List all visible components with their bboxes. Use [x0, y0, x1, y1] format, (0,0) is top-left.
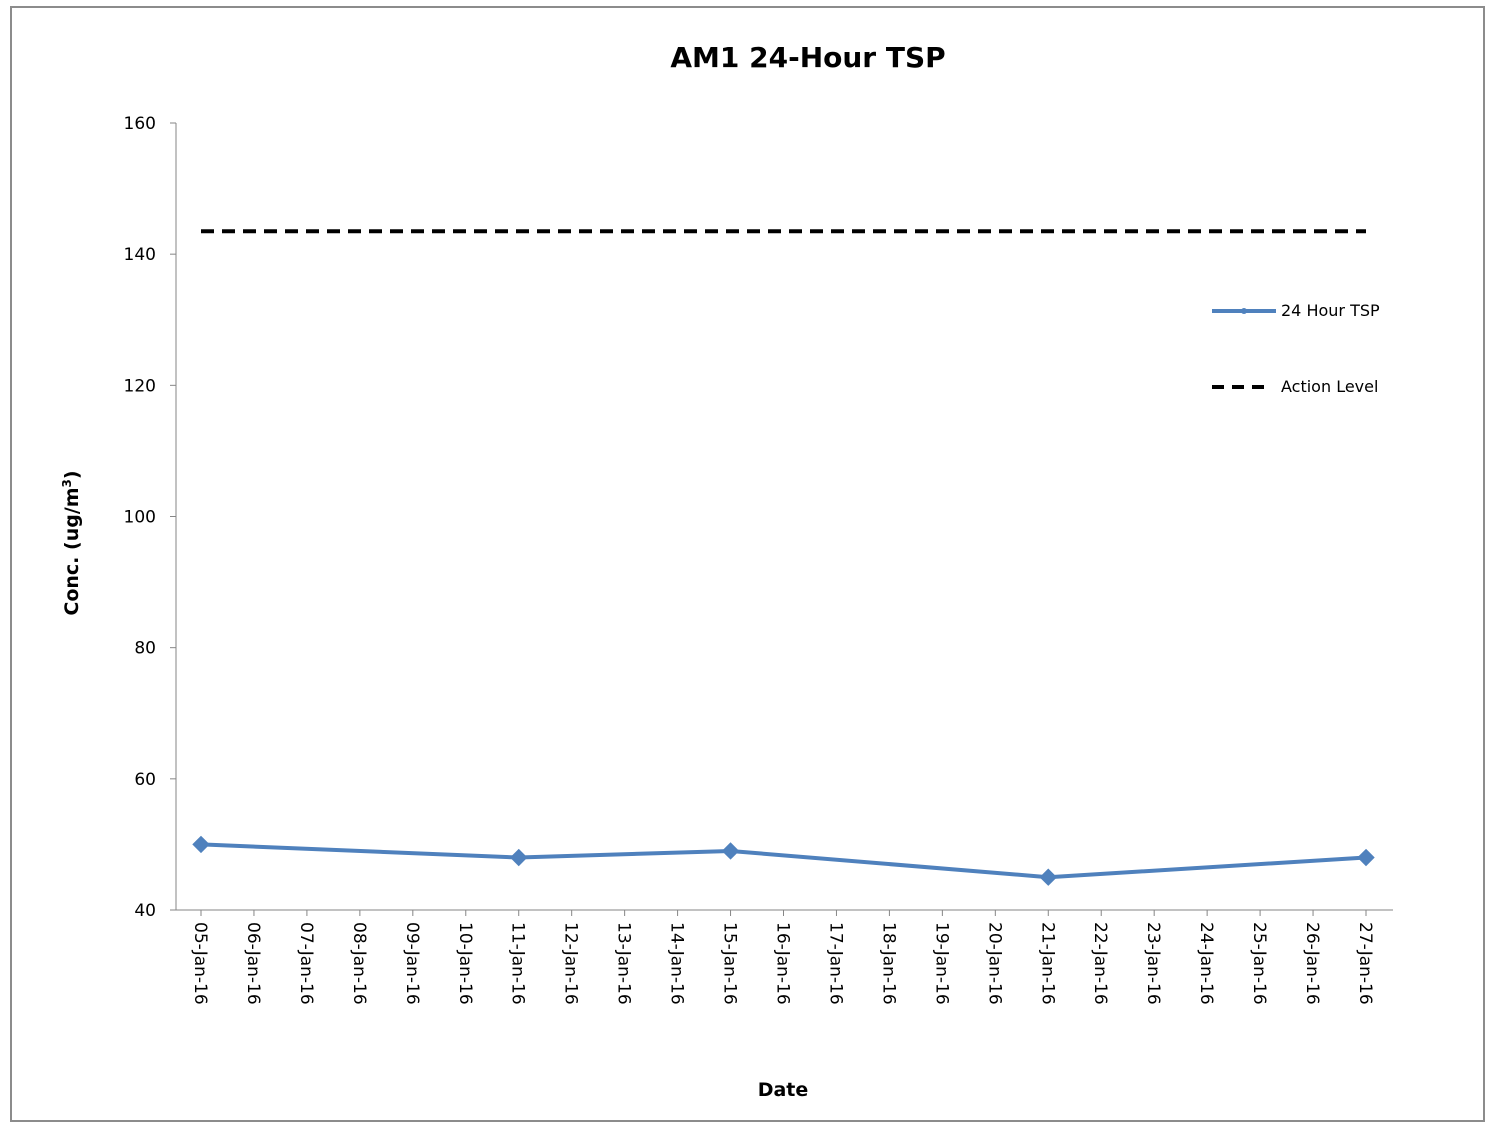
x-tick-label: 23-Jan-16	[1143, 922, 1163, 1005]
x-tick-label: 17-Jan-16	[825, 922, 845, 1005]
legend-label-24-hour-tsp: 24 Hour TSP	[1281, 301, 1380, 320]
x-tick-label: 11-Jan-16	[508, 922, 528, 1005]
x-tick-label: 27-Jan-16	[1355, 922, 1375, 1005]
x-tick-label: 15-Jan-16	[720, 922, 740, 1005]
y-axis-title-main: Conc. (ug/m	[61, 487, 83, 615]
data-point	[1357, 848, 1375, 867]
x-tick-label: 26-Jan-16	[1302, 922, 1322, 1005]
chart-title: AM1 24-Hour TSP	[670, 41, 945, 74]
legend-marker-24-hour-tsp	[1241, 308, 1247, 314]
legend: 24 Hour TSP Action Level	[1212, 301, 1380, 396]
x-tick-label: 09-Jan-16	[402, 922, 422, 1005]
y-tick-label: 160	[124, 114, 156, 134]
x-tick-label: 19-Jan-16	[931, 922, 951, 1005]
x-tick-label: 10-Jan-16	[455, 922, 475, 1005]
data-point	[1039, 868, 1057, 886]
y-tick-label: 140	[124, 245, 156, 265]
data-point	[510, 848, 528, 867]
x-tick-label: 20-Jan-16	[984, 922, 1004, 1005]
y-tick-label: 100	[124, 508, 156, 528]
x-tick-label: 05-Jan-16	[190, 922, 210, 1005]
series-line-24-hour-tsp	[200, 842, 1367, 880]
x-tick-label: 18-Jan-16	[878, 922, 898, 1005]
y-tick-label: 40	[134, 901, 156, 921]
y-tick-label: 80	[134, 639, 156, 659]
x-axis-title: Date	[758, 1079, 809, 1101]
x-tick-label: 07-Jan-16	[296, 922, 316, 1005]
x-tick-label: 14-Jan-16	[667, 922, 687, 1005]
chart-frame	[10, 6, 1485, 1122]
x-tick-labels: 05-Jan-16 06-Jan-16 07-Jan-16 08-Jan-16 09-J…	[190, 910, 1375, 1005]
axes	[175, 123, 1393, 911]
series-layer	[192, 229, 1375, 886]
x-tick-label: 16-Jan-16	[773, 922, 793, 1005]
y-tick-label: 60	[134, 770, 156, 790]
y-tick-labels: 40 60 80 100 120 140 160	[124, 114, 176, 921]
x-tick-label: 21-Jan-16	[1037, 922, 1057, 1005]
legend-label-action-level: Action Level	[1281, 377, 1378, 396]
x-tick-label: 08-Jan-16	[349, 922, 369, 1005]
x-tick-label: 06-Jan-16	[243, 922, 263, 1005]
x-tick-label: 12-Jan-16	[561, 922, 581, 1005]
y-axis-title: Conc. (ug/m3)	[60, 470, 83, 615]
y-axis-title-superscript: 3	[60, 479, 74, 487]
y-axis-title-end: )	[61, 470, 83, 479]
x-tick-label: 13-Jan-16	[614, 922, 634, 1005]
x-tick-label: 25-Jan-16	[1249, 922, 1269, 1005]
x-tick-label: 24-Jan-16	[1196, 922, 1216, 1005]
data-point	[721, 842, 740, 860]
y-tick-label: 120	[124, 376, 156, 396]
x-tick-label: 22-Jan-16	[1090, 922, 1110, 1005]
data-point	[192, 835, 210, 854]
